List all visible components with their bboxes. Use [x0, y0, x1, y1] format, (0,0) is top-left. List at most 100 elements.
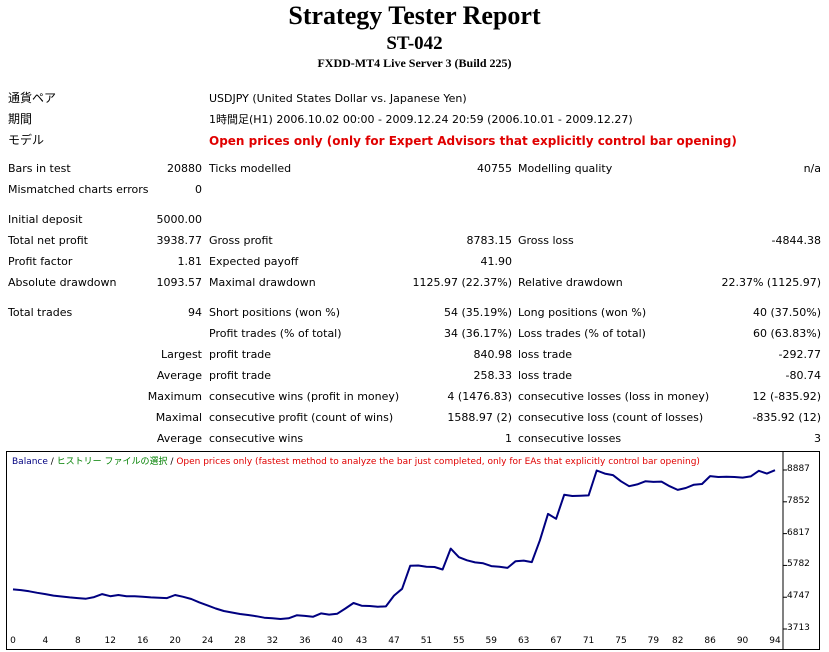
model-value: Open prices only (only for Expert Adviso…	[209, 134, 737, 148]
x-tick-label: 40	[331, 636, 343, 646]
x-tick-label: 90	[736, 636, 749, 646]
grossprofit-label: Gross profit	[209, 234, 273, 247]
model-label: モデル	[8, 133, 45, 147]
report-subtitle: ST-042	[386, 33, 443, 54]
x-tick-label: 28	[234, 636, 246, 646]
quality-label: Modelling quality	[518, 162, 613, 175]
pf-value: 1.81	[177, 255, 203, 268]
absdd-value: 1093.57	[156, 276, 203, 289]
x-tick-label: 51	[420, 636, 433, 646]
report-title: Strategy Tester Report	[288, 1, 541, 30]
average2-cl-label: consecutive losses	[518, 432, 622, 445]
x-tick-label: 82	[671, 636, 684, 646]
average-label: Average	[156, 369, 202, 382]
absdd-label: Absolute drawdown	[8, 276, 117, 289]
short-label: Short positions (won %)	[209, 306, 341, 319]
payoff-label: Expected payoff	[209, 255, 299, 268]
deposit-label: Initial deposit	[8, 213, 83, 226]
server-name: FXDD-MT4 Live Server 3 (Build 225)	[317, 56, 512, 70]
y-tick-label: 5782	[787, 559, 810, 570]
average2-cl-value: 3	[814, 432, 821, 445]
bars-value: 20880	[167, 162, 202, 175]
legend-model: Open prices only (fastest method to anal…	[176, 457, 700, 467]
x-tick-label: 0	[10, 636, 16, 646]
payoff-value: 41.90	[480, 255, 513, 268]
period-label: 期間	[8, 112, 33, 126]
largest-lt-value: -292.77	[778, 348, 821, 361]
x-tick-label: 79	[647, 636, 660, 646]
x-tick-label: 75	[615, 636, 627, 646]
legend-separator: /	[47, 457, 57, 467]
maximal-label: Maximal	[155, 411, 202, 424]
netprofit-label: Total net profit	[8, 234, 88, 247]
x-tick-label: 59	[485, 636, 497, 646]
reldd-value: 22.37% (1125.97)	[721, 276, 821, 289]
x-tick-label: 86	[704, 636, 716, 646]
x-tick-label: 67	[550, 636, 562, 646]
largest-label: Largest	[161, 348, 202, 361]
balance-chart-plot	[12, 452, 787, 649]
x-tick-label: 63	[517, 636, 530, 646]
balance-series-line	[12, 469, 776, 620]
x-tick-label: 4	[42, 636, 49, 646]
legend-balance: Balance	[12, 457, 48, 467]
x-tick-label: 12	[104, 636, 116, 646]
maximal-cp-value: 1588.97 (2)	[447, 411, 512, 424]
x-tick-label: 16	[136, 636, 149, 646]
maximal-cp-label: consecutive profit (count of wins)	[209, 411, 394, 424]
largest-lt-label: loss trade	[518, 348, 573, 361]
legend-separator: /	[167, 457, 177, 467]
lt-value: 60 (63.83%)	[752, 327, 821, 340]
y-tick-label: 4747	[787, 591, 810, 602]
average-pt-value: 258.33	[473, 369, 513, 382]
trades-label: Total trades	[8, 306, 73, 319]
maximum-cw-value: 4 (1476.83)	[447, 390, 512, 403]
quality-value: n/a	[803, 162, 821, 175]
legend-history: ヒストリー ファイルの選択	[56, 457, 168, 467]
maxdd-value: 1125.97 (22.37%)	[412, 276, 512, 289]
average-pt-label: profit trade	[209, 369, 272, 382]
x-tick-label: 94	[769, 636, 781, 646]
x-tick-label: 36	[299, 636, 311, 646]
chart-legend: Balance / ヒストリー ファイルの選択 / Open prices on…	[12, 457, 700, 468]
ticks-value: 40755	[477, 162, 512, 175]
x-tick-label: 20	[169, 636, 181, 646]
ticks-label: Ticks modelled	[209, 162, 292, 175]
period-value: 1時間足(H1) 2006.10.02 00:00 - 2009.12.24 2…	[209, 113, 633, 126]
lt-label: Loss trades (% of total)	[518, 327, 646, 340]
pt-label: Profit trades (% of total)	[209, 327, 342, 340]
maximum-cl-value: 12 (-835.92)	[752, 390, 821, 403]
balance-chart: Balance / ヒストリー ファイルの選択 / Open prices on…	[6, 451, 820, 650]
netprofit-value: 3938.77	[156, 234, 203, 247]
reldd-label: Relative drawdown	[518, 276, 623, 289]
x-tick-label: 32	[266, 636, 279, 646]
pair-label: 通貨ペア	[8, 91, 57, 105]
y-tick-label: 8887	[787, 464, 810, 474]
y-tick-label: 7852	[787, 495, 810, 506]
grossprofit-value: 8783.15	[466, 234, 513, 247]
trades-value: 94	[188, 306, 202, 319]
maximal-cl-label: consecutive loss (count of losses)	[518, 411, 704, 424]
deposit-value: 5000.00	[156, 213, 203, 226]
grossloss-label: Gross loss	[518, 234, 574, 247]
average-lt-value: -80.74	[785, 369, 821, 382]
average2-cw-value: 1	[505, 432, 512, 445]
pf-label: Profit factor	[8, 255, 73, 268]
average2-label: Average	[156, 432, 202, 445]
maximum-label: Maximum	[147, 390, 202, 403]
average-lt-label: loss trade	[518, 369, 573, 382]
short-value: 54 (35.19%)	[443, 306, 512, 319]
x-tick-label: 55	[453, 636, 465, 646]
y-tick-label: 3713	[787, 623, 810, 633]
x-tick-label: 24	[201, 636, 214, 646]
mismatch-value: 0	[195, 183, 202, 196]
maximum-cl-label: consecutive losses (loss in money)	[518, 390, 710, 403]
maximum-cw-label: consecutive wins (profit in money)	[209, 390, 400, 403]
x-tick-label: 43	[355, 636, 368, 646]
long-label: Long positions (won %)	[518, 306, 647, 319]
largest-pt-label: profit trade	[209, 348, 272, 361]
pair-value: USDJPY (United States Dollar vs. Japanes…	[209, 92, 467, 105]
pt-value: 34 (36.17%)	[443, 327, 512, 340]
long-value: 40 (37.50%)	[752, 306, 821, 319]
average2-cw-label: consecutive wins	[209, 432, 304, 445]
